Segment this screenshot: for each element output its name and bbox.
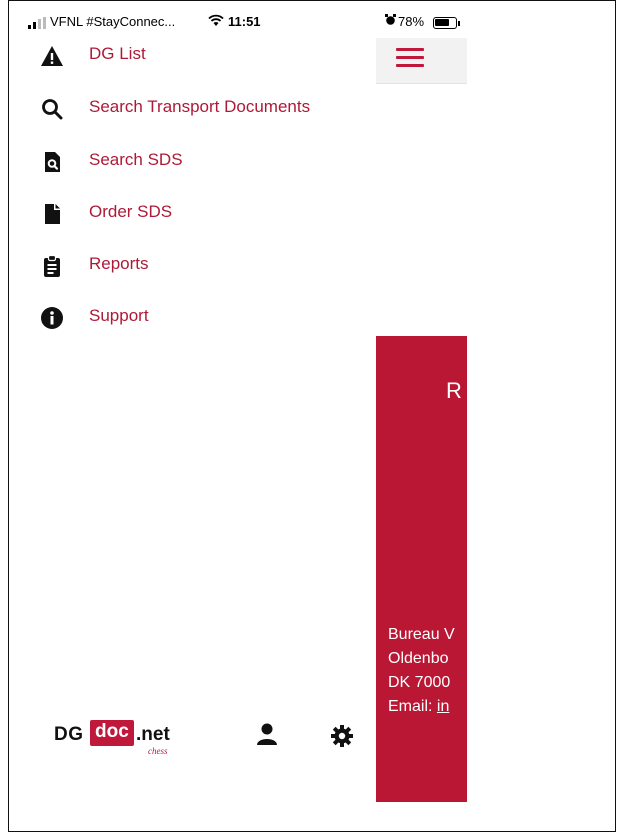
file-icon (45, 204, 60, 224)
email-line: Email: in (388, 698, 449, 716)
menu-item-order-sds[interactable]: Order SDS (40, 198, 370, 228)
logo-doc: doc (90, 720, 134, 746)
status-bar: VFNL #StayConnec... 11:51 78% (28, 14, 468, 34)
panel-heading: R (446, 378, 462, 403)
gear-icon[interactable] (330, 724, 354, 748)
phone-frame (8, 0, 616, 832)
menu-item-label: Support (89, 306, 149, 325)
menu-item-label: DG List (89, 44, 146, 63)
info-circle-icon (41, 307, 63, 329)
email-link[interactable]: in (436, 698, 450, 715)
battery-icon (433, 17, 457, 29)
warning-triangle-icon (41, 46, 63, 66)
logo-dg: DG (54, 724, 84, 745)
alarm-icon (385, 14, 396, 29)
logo-chess: chess (148, 746, 168, 756)
menu-item-search-sds[interactable]: Search SDS (40, 146, 370, 176)
menu-item-label: Order SDS (89, 202, 173, 221)
address-line: Oldenbo (388, 650, 449, 667)
signal-icon (28, 17, 46, 29)
user-icon[interactable] (256, 722, 278, 746)
menu-item-dg-list[interactable]: DG List (40, 40, 370, 70)
menu-item-search-transport-documents[interactable]: Search Transport Documents (40, 93, 370, 123)
address-line: Bureau V (388, 626, 455, 643)
menu-item-label: Reports (89, 254, 149, 273)
battery-fill (435, 19, 450, 26)
app-header (376, 38, 467, 84)
address-line: DK 7000 (388, 674, 451, 691)
clock-time: 11:51 (228, 14, 261, 29)
search-icon (42, 99, 63, 120)
dgdoc-logo: DG doc .net chess (54, 720, 194, 760)
menu-item-label: Search Transport Documents (89, 97, 311, 116)
logo-net: .net (136, 724, 170, 745)
clipboard-list-icon (44, 254, 60, 277)
carrier-name: VFNL #StayConnec... (50, 14, 176, 29)
wifi-icon (208, 14, 224, 30)
file-search-icon (45, 152, 60, 172)
menu-item-support[interactable]: Support (40, 302, 370, 332)
battery-percentage: 78% (398, 14, 425, 29)
hamburger-menu-icon[interactable] (396, 46, 424, 68)
battery-tip (458, 21, 460, 26)
menu-item-reports[interactable]: Reports (40, 250, 370, 280)
footer-panel: R Bureau V Oldenbo DK 7000 Email: in (376, 336, 467, 802)
menu-item-label: Search SDS (89, 150, 183, 169)
email-label: Email: (388, 698, 433, 715)
